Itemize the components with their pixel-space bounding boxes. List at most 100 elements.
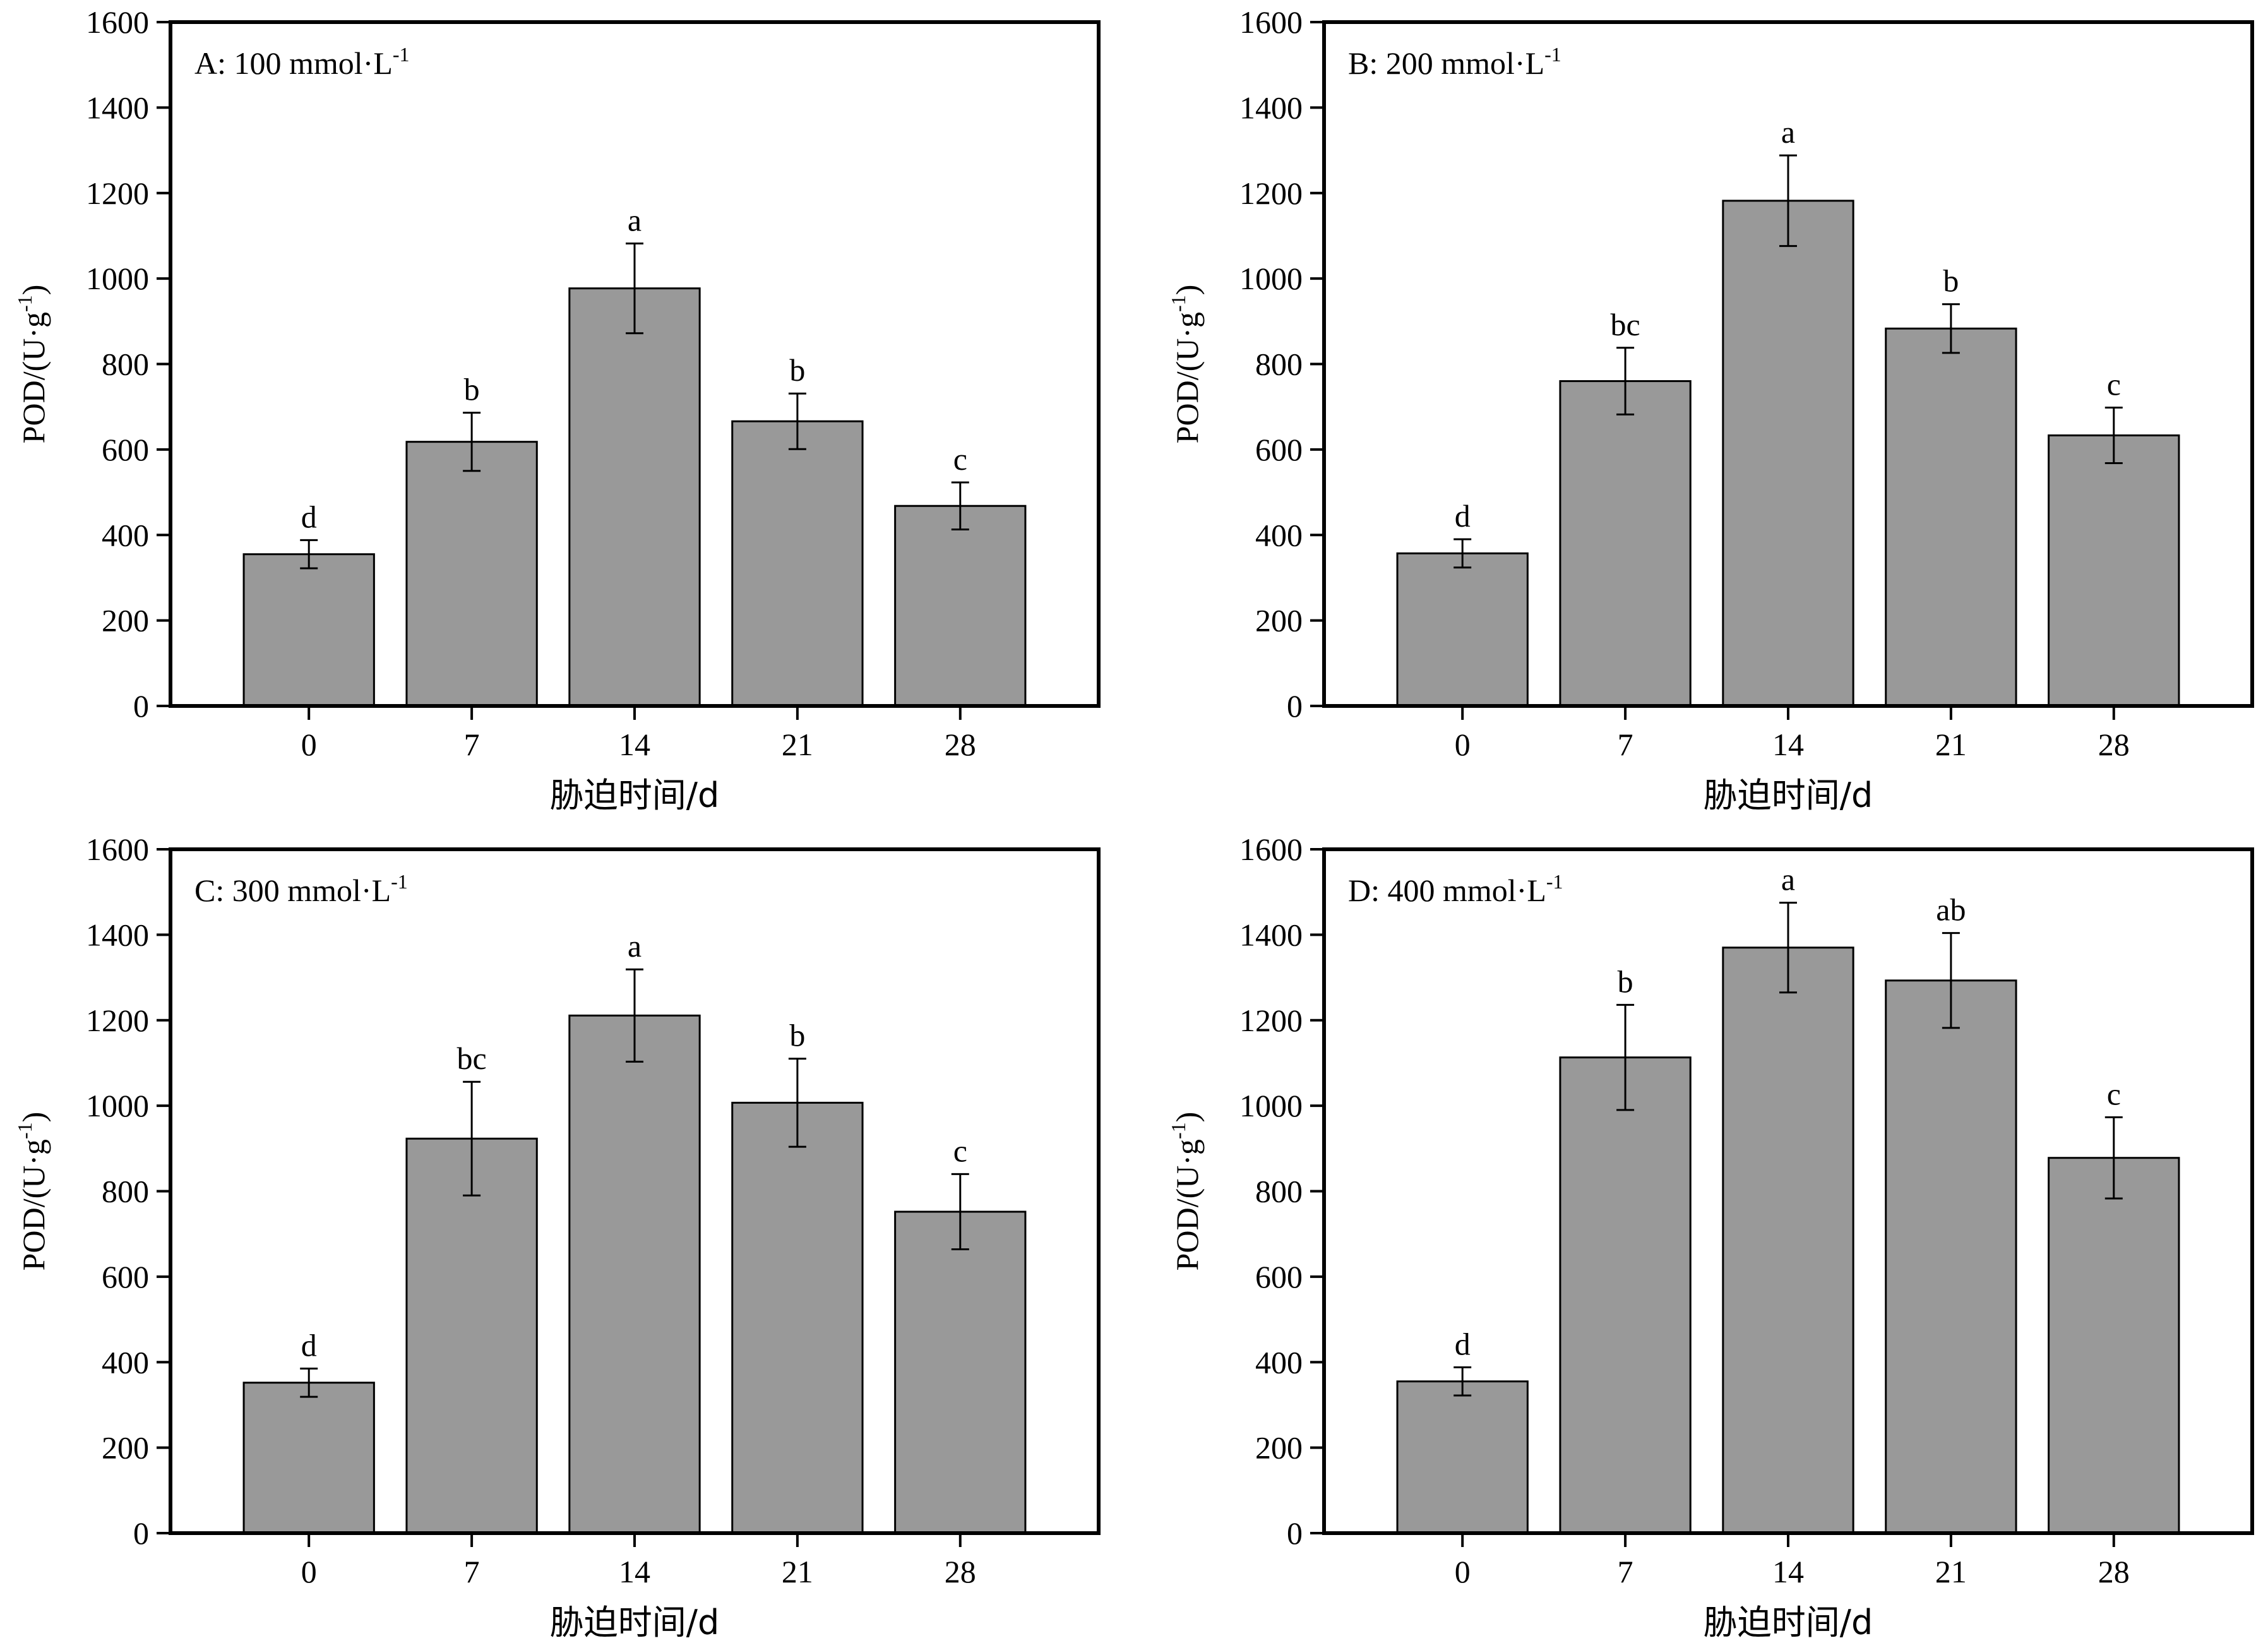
- y-tick-label-1600: 1600: [1239, 832, 1303, 867]
- y-tick-label-0: 0: [1287, 1515, 1303, 1551]
- y-tick-label-1000: 1000: [86, 1088, 149, 1123]
- y-tick-label-600: 600: [102, 1259, 149, 1294]
- y-axis-title-superscript: -1: [1167, 295, 1190, 312]
- bar-7: [1559, 380, 1692, 707]
- y-tick-label-1400: 1400: [86, 90, 149, 125]
- y-axis-title-superscript: -1: [13, 295, 36, 312]
- y-axis-title-close: ): [16, 285, 51, 296]
- significance-letter-0: d: [301, 499, 317, 534]
- y-tick-label-1200: 1200: [86, 1003, 149, 1038]
- panel-d: d 0 b 7 a 14 ab 21 c 28 0 200 400 600 800 1000 1200 1400 1…: [1167, 832, 2254, 1642]
- y-tick-label-200: 200: [1255, 603, 1303, 638]
- y-tick-label-1200: 1200: [1239, 176, 1303, 211]
- panel-title-text: C: 300 mmol·L: [194, 873, 391, 908]
- significance-letter-14: a: [1781, 862, 1795, 897]
- x-tick-label-14: 14: [619, 1554, 650, 1589]
- x-tick-label-7: 7: [1618, 727, 1633, 762]
- significance-letter-0: d: [1455, 498, 1471, 534]
- y-tick-label-200: 200: [102, 603, 149, 638]
- panel-b: d 0 bc 7 a 14 b 21 c 28 0 200 400 600 800 1000 1200 1400 1…: [1167, 4, 2254, 815]
- x-axis-title: 胁迫时间/d: [1704, 775, 1873, 815]
- x-tick-label-21: 21: [782, 1554, 813, 1589]
- y-axis-title-superscript: -1: [13, 1122, 36, 1139]
- y-tick-label-1600: 1600: [86, 832, 149, 867]
- x-tick-label-14: 14: [1772, 727, 1804, 762]
- y-tick-label-1000: 1000: [1239, 1088, 1303, 1123]
- significance-letter-14: a: [1781, 114, 1795, 150]
- panel-title-superscript: -1: [393, 43, 410, 66]
- y-axis-title-text: POD/(U·g: [1169, 312, 1205, 443]
- bar-7: [405, 441, 538, 707]
- significance-letter-0: d: [301, 1327, 317, 1363]
- bar-0: [242, 1382, 375, 1534]
- y-tick-label-1200: 1200: [1239, 1003, 1303, 1038]
- x-tick-label-7: 7: [464, 1554, 480, 1589]
- y-axis-title: POD/(U·g-1): [1167, 1112, 1205, 1271]
- panel-title-text: D: 400 mmol·L: [1348, 873, 1546, 908]
- significance-letter-28: c: [2107, 1076, 2121, 1111]
- y-axis-title: POD/(U·g-1): [13, 285, 51, 444]
- y-tick-label-1400: 1400: [86, 917, 149, 952]
- bar-21: [731, 420, 864, 707]
- significance-letter-14: a: [628, 928, 642, 964]
- panel-title: C: 300 mmol·L-1: [194, 870, 408, 908]
- y-axis-title-text: POD/(U·g: [16, 312, 51, 443]
- significance-letter-28: c: [953, 441, 967, 477]
- significance-letter-7: b: [464, 372, 480, 407]
- x-tick-label-0: 0: [1455, 727, 1471, 762]
- y-axis-title-close: ): [1169, 285, 1205, 296]
- bar-21: [1885, 327, 2017, 707]
- x-tick-label-0: 0: [301, 727, 317, 762]
- x-tick-label-21: 21: [1935, 727, 1967, 762]
- x-tick-label-14: 14: [1772, 1554, 1804, 1589]
- y-tick-label-800: 800: [102, 347, 149, 382]
- bar-28: [2048, 1157, 2180, 1534]
- plot-frame: [169, 847, 1101, 1535]
- y-tick-label-600: 600: [102, 432, 149, 467]
- y-tick-label-1000: 1000: [1239, 261, 1303, 296]
- x-axis-title: 胁迫时间/d: [550, 775, 719, 815]
- plot-frame: [1322, 20, 2254, 708]
- significance-letter-21: ab: [1936, 892, 1966, 928]
- significance-letter-7: b: [1618, 964, 1633, 999]
- x-tick-label-7: 7: [464, 727, 480, 762]
- y-axis-title-close: ): [1169, 1112, 1205, 1123]
- significance-letter-0: d: [1455, 1326, 1471, 1361]
- y-tick-label-0: 0: [1287, 688, 1303, 724]
- bar-14: [568, 1014, 701, 1534]
- significance-letter-7: bc: [457, 1041, 487, 1076]
- significance-letter-28: c: [953, 1133, 967, 1168]
- y-tick-label-1200: 1200: [86, 176, 149, 211]
- y-tick-label-1000: 1000: [86, 261, 149, 296]
- y-tick-label-800: 800: [1255, 1174, 1303, 1209]
- bar-28: [894, 1210, 1027, 1534]
- plot-frame: [1322, 847, 2254, 1535]
- y-tick-label-400: 400: [102, 1344, 149, 1380]
- x-axis-title: 胁迫时间/d: [550, 1603, 719, 1642]
- panel-title-superscript: -1: [1546, 870, 1563, 893]
- y-tick-label-200: 200: [102, 1430, 149, 1466]
- significance-letter-21: b: [789, 352, 805, 388]
- significance-letter-7: bc: [1611, 307, 1640, 342]
- y-tick-label-1600: 1600: [1239, 4, 1303, 40]
- bar-0: [1396, 1380, 1529, 1534]
- y-axis-title: POD/(U·g-1): [1167, 285, 1205, 444]
- y-axis-title: POD/(U·g-1): [13, 1112, 51, 1271]
- y-tick-label-600: 600: [1255, 432, 1303, 467]
- x-tick-label-21: 21: [1935, 1554, 1967, 1589]
- x-tick-label-28: 28: [2098, 1554, 2130, 1589]
- y-tick-label-1400: 1400: [1239, 90, 1303, 125]
- y-tick-label-600: 600: [1255, 1259, 1303, 1294]
- y-axis-title-text: POD/(U·g: [1169, 1139, 1205, 1270]
- y-tick-label-200: 200: [1255, 1430, 1303, 1466]
- y-tick-label-1400: 1400: [1239, 917, 1303, 952]
- x-tick-label-7: 7: [1618, 1554, 1633, 1589]
- bar-14: [1722, 947, 1854, 1534]
- panel-title: A: 100 mmol·L-1: [194, 43, 410, 81]
- y-tick-label-400: 400: [1255, 517, 1303, 553]
- panel-c: d 0 bc 7 a 14 b 21 c 28 0 200 400 600 800 1000 1200 1400 1…: [13, 832, 1101, 1642]
- plot-frame: [169, 20, 1101, 708]
- panel-a: d 0 b 7 a 14 b 21 c 28 0 200 400 600 800 1000 1200 1400 16…: [13, 4, 1101, 815]
- significance-letter-14: a: [628, 203, 642, 238]
- x-tick-label-21: 21: [782, 727, 813, 762]
